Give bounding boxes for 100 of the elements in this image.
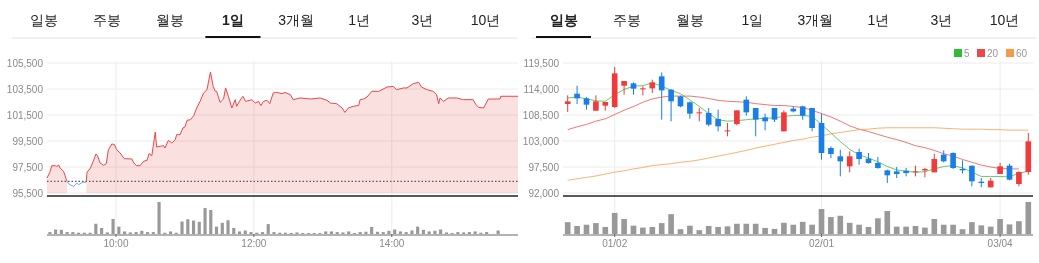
x-tick-label: 10:00: [103, 238, 129, 249]
bar: [324, 231, 328, 234]
legend-label: 20: [987, 47, 999, 59]
candlestick: [621, 80, 627, 96]
x-tick-label: 03/04: [987, 238, 1014, 249]
bar: [846, 222, 853, 234]
candlestick: [640, 85, 646, 96]
candlestick: [875, 156, 881, 170]
text: 3개월: [278, 12, 314, 28]
bar: [762, 227, 768, 234]
bar: [715, 226, 721, 234]
bar: [856, 224, 862, 234]
bar: [658, 223, 665, 234]
text: 주봉: [612, 12, 641, 28]
text: 10년: [989, 12, 1020, 28]
y-tick-label: 108,500: [522, 109, 560, 121]
y-tick-label: 92,000: [528, 187, 560, 199]
bar: [922, 227, 928, 234]
bar: [799, 221, 806, 234]
bar: [416, 226, 420, 234]
bar: [724, 226, 731, 234]
bar: [266, 224, 270, 234]
x-tick-label: 12:00: [241, 238, 267, 249]
bar: [677, 229, 684, 234]
bar: [649, 226, 656, 234]
candlestick: [903, 167, 909, 177]
bar: [602, 226, 609, 234]
bar: [427, 231, 431, 234]
text: 1년: [867, 12, 890, 28]
bar: [117, 226, 121, 234]
bar: [94, 223, 98, 234]
text: 1일: [222, 12, 244, 28]
bar: [59, 229, 63, 234]
text: 일봉: [29, 12, 58, 28]
bar: [564, 222, 571, 234]
bar: [903, 226, 909, 234]
bar: [893, 226, 900, 234]
text: 월봉: [675, 12, 704, 28]
x-tick-label: 02/01: [808, 238, 835, 249]
candlestick: [658, 71, 665, 121]
text: 3개월: [797, 12, 834, 28]
candlestick: [696, 107, 703, 122]
bar: [1025, 202, 1032, 234]
candlestick: [809, 107, 815, 132]
bar: [433, 230, 437, 234]
bar: [997, 218, 1003, 234]
y-tick-label: 103,500: [6, 83, 44, 95]
bar: [705, 226, 712, 234]
bar: [398, 231, 402, 234]
y-tick-label: 119,500: [523, 57, 560, 69]
bar: [593, 223, 599, 234]
bar: [734, 223, 740, 234]
bar: [237, 231, 242, 234]
y-tick-label: 99,500: [12, 135, 44, 147]
bar: [574, 226, 580, 234]
bar: [809, 224, 815, 234]
x-tick-label: 01/02: [602, 238, 628, 249]
candlestick: [837, 149, 844, 177]
text: 일봉: [549, 12, 578, 28]
bar: [752, 223, 759, 234]
bar: [611, 212, 618, 234]
bar: [687, 225, 693, 234]
bar: [940, 224, 947, 234]
y-tick-label: 103,000: [522, 135, 560, 147]
bar: [203, 208, 207, 234]
bar: [743, 223, 750, 234]
bar: [157, 202, 161, 234]
y-tick-label: 95,500: [12, 187, 44, 199]
bar: [421, 229, 425, 234]
bar: [828, 217, 834, 234]
bar: [123, 231, 127, 234]
bar: [329, 231, 334, 234]
candlestick: [856, 148, 862, 166]
bar: [1006, 224, 1013, 234]
bar: [226, 220, 230, 234]
candlestick: [574, 85, 580, 105]
y-tick-label: 114,000: [523, 83, 560, 95]
text: 1년: [348, 12, 371, 28]
y-tick-label: 101,500: [6, 109, 44, 121]
bar: [347, 231, 351, 234]
candlestick: [762, 113, 768, 131]
line-series: [567, 127, 1029, 181]
bar: [959, 229, 966, 234]
bar: [875, 218, 881, 234]
text: 10년: [470, 12, 501, 28]
candlestick: [668, 88, 674, 122]
candlestick: [752, 107, 759, 137]
candlestick: [743, 95, 750, 117]
bar: [197, 221, 201, 234]
bar: [837, 215, 844, 234]
bar: [640, 227, 646, 234]
bar: [496, 230, 500, 234]
bar: [978, 225, 985, 234]
bar: [214, 226, 219, 234]
bar: [884, 210, 891, 234]
bar: [169, 231, 173, 234]
bar: [232, 227, 236, 234]
text: 1일: [741, 12, 764, 28]
y-tick-label: 105,500: [6, 57, 44, 69]
candlestick: [705, 107, 712, 127]
